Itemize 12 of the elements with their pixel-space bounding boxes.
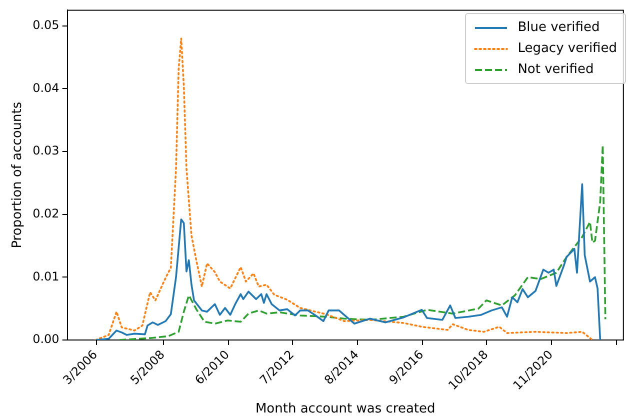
legend-label: Legacy verified — [518, 40, 617, 58]
y-tick-label: 0.01 — [32, 269, 60, 284]
y-tick-label: 0.04 — [32, 80, 60, 95]
y-tick-label: 0.05 — [32, 18, 60, 32]
legend-label: Blue verified — [518, 19, 600, 37]
x-axis-title: Month account was created — [255, 402, 436, 417]
y-tick-label: 0.00 — [32, 332, 60, 346]
legend-label: Not verified — [518, 61, 594, 79]
y-axis-title: Proportion of accounts — [10, 102, 26, 248]
y-tick-label: 0.03 — [32, 144, 60, 158]
y-tick-label: 0.02 — [32, 206, 60, 220]
line-series — [118, 144, 606, 340]
